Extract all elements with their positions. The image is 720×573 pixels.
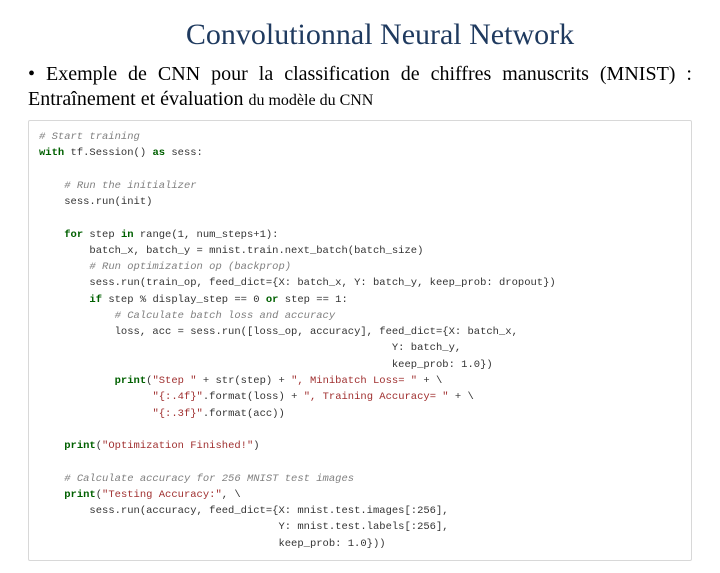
slide-title: Convolutionnal Neural Network [68,18,692,52]
slide: Convolutionnal Neural Network • Exemple … [0,0,720,573]
desc-tail: du modèle du CNN [248,92,373,109]
slide-description: • Exemple de CNN pour la classification … [28,62,692,112]
code-block: # Start training with tf.Session() as se… [28,120,692,561]
